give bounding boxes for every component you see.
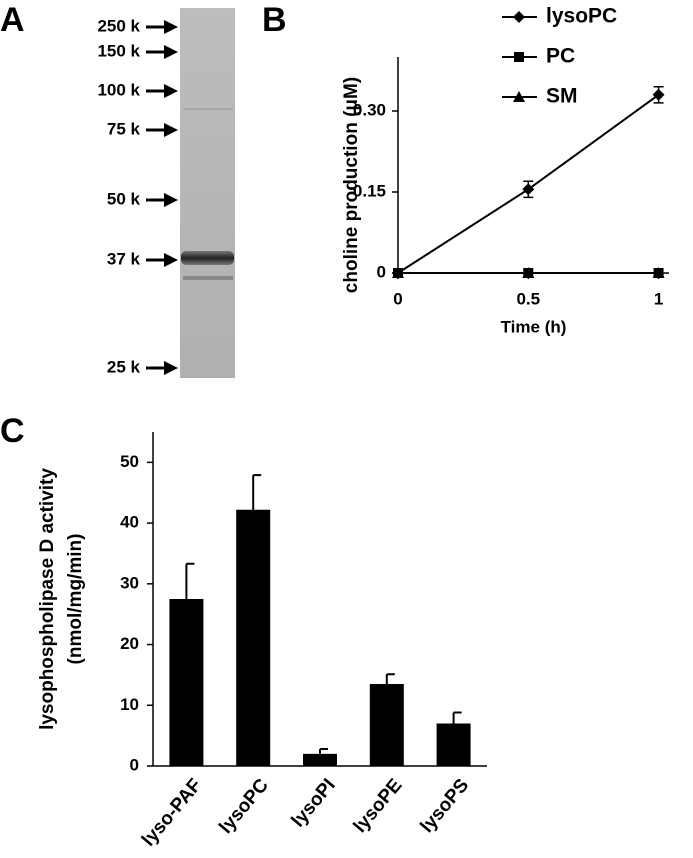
y-tick-label: 10 [120,695,139,714]
bar [236,509,271,766]
marker-label: 50 k [107,189,141,208]
marker-label: 150 k [97,41,140,60]
data-point [522,183,535,196]
marker-label: 250 k [97,16,140,35]
y-axis-label: lysophospholipase D activity [37,468,58,730]
marker-label: 100 k [97,80,140,99]
gel-band-faint [183,276,233,280]
legend-label: PC [546,45,575,68]
gel-band [181,251,234,265]
legend-marker [513,11,525,23]
bar [303,753,337,766]
y-tick-label: 50 [120,452,139,471]
x-tick-label: 0.5 [516,289,540,308]
data-point [523,268,534,278]
arrow-head [164,253,178,267]
arrow-head [164,45,178,59]
arrow-head [164,361,178,375]
arrow-head [164,123,178,137]
y-tick-label: 40 [120,513,139,532]
x-tick-label: 0 [393,289,402,308]
arrow-head [164,193,178,207]
marker-label: 37 k [107,249,141,268]
y-tick-label: 0.30 [353,100,386,119]
panel-label: B [262,1,287,39]
gel-band-faint [183,108,233,110]
y-tick-label: 0 [130,755,139,774]
data-point [653,268,664,278]
gel-lane [180,8,235,378]
error-bar [319,747,328,754]
x-tick-label: lyso-PAF [138,775,206,851]
x-axis-label: Time (h) [501,317,567,336]
bar [169,599,204,766]
error-bar [452,711,462,724]
y-axis-label: choline production (μM) [341,77,362,293]
legend-marker [513,91,525,102]
bar [369,684,404,766]
y-tick-label: 0 [377,262,386,281]
marker-label: 25 k [107,357,141,376]
legend-marker [514,52,524,62]
legend-label: lysoPC [546,5,617,28]
data-point [392,267,404,279]
x-tick-label: 1 [654,289,663,308]
arrow-head [164,20,178,34]
x-tick-label: lysoPE [350,775,407,837]
error-bar [385,673,395,685]
y-tick-label: 0.15 [353,181,386,200]
marker-label: 75 k [107,119,141,138]
bar [436,723,471,766]
panel-label: A [0,1,25,39]
error-bar [185,562,195,599]
error-bar [252,474,262,510]
legend-label: SM [546,85,578,108]
y-tick-label: 20 [120,634,139,653]
data-point [652,88,665,101]
arrow-head [164,84,178,98]
y-axis-label: (nmol/mg/min) [65,534,86,665]
x-tick-label: lysoPS [416,775,473,837]
x-tick-label: lysoPI [288,775,340,831]
x-tick-label: lysoPC [215,775,273,838]
y-tick-label: 30 [120,573,139,592]
panel-label: C [0,412,25,450]
